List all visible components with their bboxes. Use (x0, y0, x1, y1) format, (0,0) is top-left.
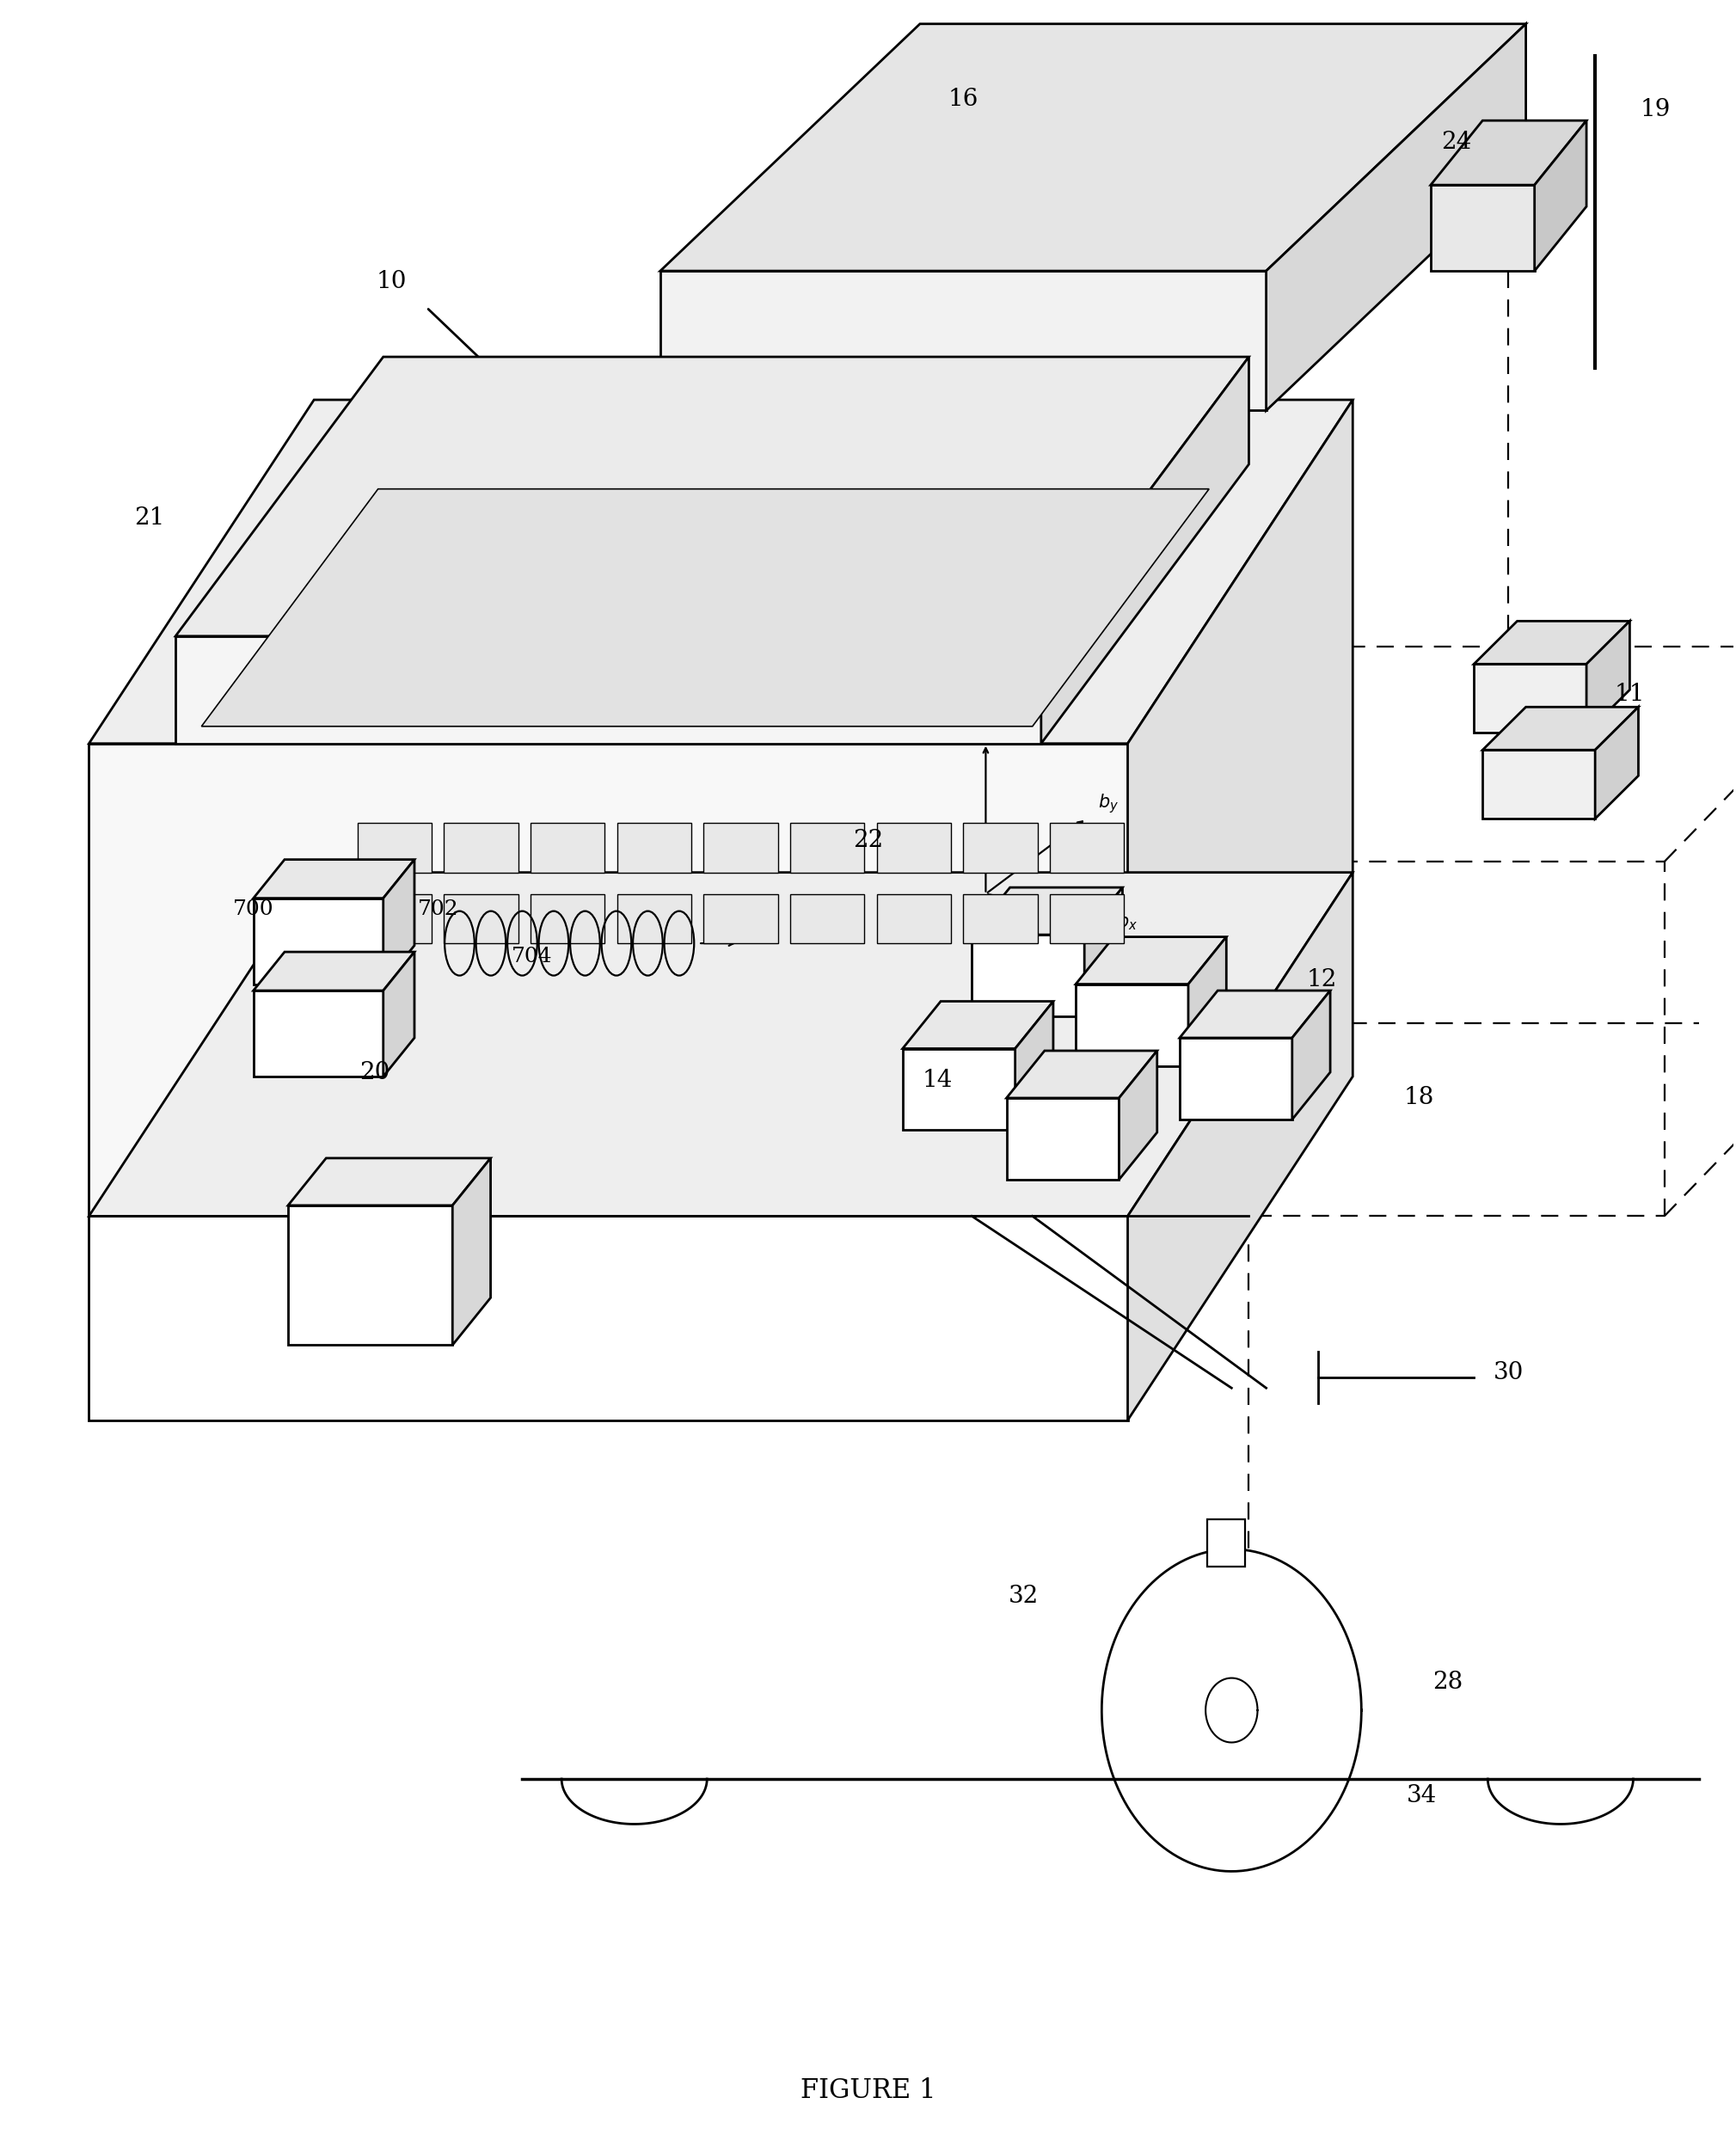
Polygon shape (531, 822, 604, 872)
Polygon shape (1016, 1001, 1054, 1130)
Polygon shape (1483, 749, 1595, 818)
Polygon shape (253, 952, 415, 990)
Polygon shape (253, 898, 384, 984)
Text: 11: 11 (1614, 683, 1646, 706)
Polygon shape (358, 893, 432, 943)
Polygon shape (453, 1158, 491, 1346)
Polygon shape (89, 872, 1352, 1216)
Polygon shape (1595, 706, 1639, 818)
Polygon shape (1085, 887, 1123, 1016)
Text: 30: 30 (1493, 1361, 1524, 1384)
Text: 18: 18 (1403, 1087, 1434, 1109)
Polygon shape (703, 893, 778, 943)
Polygon shape (288, 1158, 491, 1206)
Text: 19: 19 (1641, 99, 1672, 121)
Text: 34: 34 (1406, 1785, 1437, 1809)
Text: 12: 12 (1307, 969, 1337, 990)
Polygon shape (573, 411, 764, 519)
Polygon shape (660, 24, 1526, 271)
Polygon shape (972, 887, 1123, 934)
Text: 14: 14 (922, 1070, 953, 1092)
Polygon shape (1102, 1550, 1361, 1871)
Polygon shape (703, 822, 778, 872)
Polygon shape (175, 357, 1248, 635)
Polygon shape (972, 934, 1085, 1016)
Polygon shape (1128, 400, 1352, 1216)
Polygon shape (175, 635, 1042, 743)
Polygon shape (1050, 893, 1125, 943)
Polygon shape (790, 893, 865, 943)
Polygon shape (1076, 937, 1226, 984)
Polygon shape (1187, 937, 1226, 1066)
Text: $b_z$: $b_z$ (955, 706, 976, 726)
Text: 700: 700 (233, 900, 274, 919)
Polygon shape (1207, 1520, 1245, 1565)
Text: 10: 10 (377, 269, 408, 293)
Text: 28: 28 (1432, 1671, 1463, 1694)
Text: $b_x$: $b_x$ (1118, 911, 1139, 932)
Polygon shape (1535, 121, 1587, 271)
Polygon shape (1050, 822, 1125, 872)
Polygon shape (903, 1049, 1016, 1130)
Text: $b_y$: $b_y$ (1099, 792, 1120, 816)
Text: 24: 24 (1441, 131, 1472, 153)
Polygon shape (1474, 663, 1587, 732)
Polygon shape (201, 489, 1208, 726)
Polygon shape (89, 400, 1352, 743)
Polygon shape (877, 822, 951, 872)
Polygon shape (1430, 185, 1535, 271)
Polygon shape (1483, 706, 1639, 749)
Polygon shape (1587, 620, 1630, 732)
Polygon shape (89, 1216, 1128, 1421)
Polygon shape (616, 822, 691, 872)
Polygon shape (963, 893, 1038, 943)
Polygon shape (1430, 121, 1587, 185)
Polygon shape (1042, 357, 1248, 743)
Polygon shape (253, 990, 384, 1076)
Polygon shape (903, 1001, 1054, 1049)
Polygon shape (1292, 990, 1330, 1120)
Polygon shape (1076, 984, 1187, 1066)
Polygon shape (531, 893, 604, 943)
Polygon shape (358, 822, 432, 872)
Polygon shape (1474, 620, 1630, 663)
Polygon shape (1180, 1038, 1292, 1120)
Text: 702: 702 (418, 900, 458, 919)
Polygon shape (790, 822, 865, 872)
Polygon shape (444, 893, 519, 943)
Polygon shape (89, 743, 1128, 1216)
Text: 21: 21 (134, 506, 165, 530)
Polygon shape (1120, 1051, 1158, 1180)
Polygon shape (963, 822, 1038, 872)
Text: 704: 704 (512, 947, 552, 967)
Text: 20: 20 (359, 1061, 391, 1083)
Text: 22: 22 (852, 829, 884, 853)
Polygon shape (384, 952, 415, 1076)
Polygon shape (1128, 872, 1352, 1421)
Polygon shape (1007, 1051, 1158, 1098)
Polygon shape (288, 1206, 453, 1346)
Polygon shape (384, 859, 415, 984)
Polygon shape (444, 822, 519, 872)
Polygon shape (660, 271, 1266, 411)
Polygon shape (877, 893, 951, 943)
Polygon shape (1180, 990, 1330, 1038)
Polygon shape (616, 893, 691, 943)
Polygon shape (1007, 1098, 1120, 1180)
Polygon shape (253, 859, 415, 898)
Text: FIGURE 1: FIGURE 1 (800, 2078, 936, 2103)
Polygon shape (444, 523, 625, 603)
Text: 16: 16 (948, 88, 979, 110)
Text: 32: 32 (1009, 1585, 1038, 1608)
Polygon shape (1266, 24, 1526, 411)
Polygon shape (496, 583, 590, 614)
